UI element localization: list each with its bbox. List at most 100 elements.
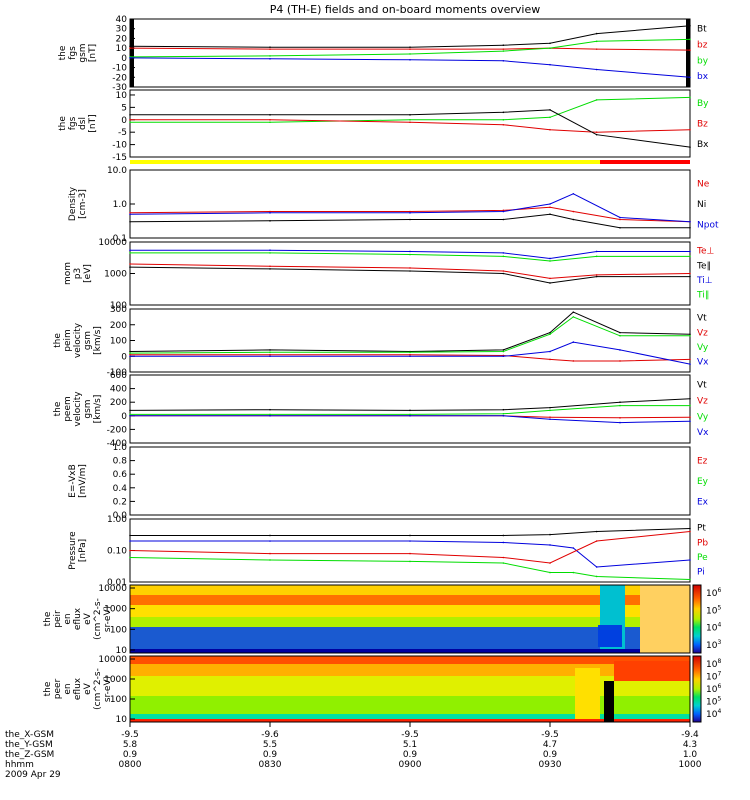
ytick-label: -15 bbox=[112, 153, 127, 163]
panel-density: Density [cm-3] 10.0 1.0 0.1 Ne Ni Npot bbox=[68, 166, 719, 244]
data-point bbox=[549, 562, 551, 564]
mode-bar-fast bbox=[600, 160, 690, 164]
data-point bbox=[619, 421, 621, 424]
ytick-label: 10000 bbox=[98, 655, 127, 665]
colorbar-tick: 108 bbox=[706, 658, 721, 670]
series-By bbox=[130, 96, 691, 123]
ytick-label: 0 bbox=[121, 54, 127, 64]
data-point bbox=[689, 404, 691, 407]
data-point bbox=[129, 57, 131, 59]
data-point bbox=[269, 353, 271, 356]
spectrogram-band bbox=[130, 649, 690, 653]
data-point bbox=[689, 250, 691, 253]
panel-frame bbox=[129, 18, 691, 88]
data-point bbox=[409, 218, 411, 221]
data-point bbox=[409, 355, 411, 358]
data-point bbox=[502, 255, 505, 258]
data-point bbox=[129, 549, 131, 552]
footer-value: -9.5 bbox=[121, 730, 139, 740]
data-point bbox=[549, 409, 551, 412]
ytick-label: 10 bbox=[116, 646, 128, 656]
data-point bbox=[269, 121, 271, 124]
data-point bbox=[595, 275, 598, 278]
data-point bbox=[689, 358, 691, 361]
ytick-label: 0 bbox=[121, 116, 127, 126]
ytick-label: 200 bbox=[110, 321, 127, 331]
footer-row-label: the_Y-GSM bbox=[5, 740, 53, 750]
data-point bbox=[595, 99, 598, 101]
data-point bbox=[129, 213, 131, 216]
data-point bbox=[689, 363, 691, 365]
data-point bbox=[572, 547, 575, 549]
data-point bbox=[689, 416, 691, 418]
data-point bbox=[409, 46, 411, 48]
data-point bbox=[502, 556, 505, 559]
ylabel-line: [mV/m] bbox=[78, 464, 88, 498]
panel-peer_spectrogram: the peer en eflux eV (cm^2-s-sr-eV)1081071061… bbox=[43, 655, 721, 725]
ytick-label: 0.01 bbox=[107, 578, 127, 588]
series-Pe bbox=[129, 557, 691, 580]
data-point bbox=[269, 415, 271, 417]
footer-value: 1000 bbox=[679, 760, 702, 770]
data-point bbox=[409, 270, 411, 272]
data-point bbox=[269, 249, 271, 251]
panel-fgs_dsl: the fgs dsl [nT] 10 5 0 -5 -10 -15 By Bz Bx bbox=[58, 89, 709, 163]
data-point bbox=[409, 53, 411, 55]
spectrogram-band bbox=[130, 605, 690, 617]
data-point bbox=[619, 331, 621, 334]
footer-value: 1.0 bbox=[683, 750, 698, 760]
data-point bbox=[129, 534, 131, 537]
ytick-label: 300 bbox=[110, 305, 127, 315]
data-point bbox=[549, 350, 551, 353]
data-point bbox=[269, 220, 271, 222]
data-point bbox=[689, 333, 691, 336]
ylabel-line: Pressure bbox=[68, 531, 78, 570]
legend-Bt: Bt bbox=[697, 25, 707, 35]
data-point bbox=[549, 116, 551, 119]
data-point bbox=[549, 533, 551, 536]
series-Bt bbox=[129, 25, 691, 48]
ytick-label: -100 bbox=[107, 368, 128, 378]
data-point bbox=[409, 552, 411, 555]
data-point bbox=[689, 398, 691, 400]
data-point bbox=[619, 334, 621, 337]
colorbar bbox=[692, 655, 702, 723]
footer-value: 4.3 bbox=[683, 740, 697, 750]
legend-Ex: Ex bbox=[697, 498, 709, 508]
data-point bbox=[619, 218, 621, 221]
panel-frame bbox=[129, 584, 691, 654]
footer-value: 0930 bbox=[539, 760, 562, 770]
footer-value: -9.4 bbox=[681, 730, 699, 740]
data-point bbox=[409, 212, 411, 214]
data-point bbox=[269, 212, 271, 214]
ylabel-line: eflux bbox=[73, 677, 83, 700]
data-point bbox=[129, 263, 131, 265]
data-point bbox=[549, 213, 551, 216]
data-point bbox=[689, 226, 691, 229]
ytick-label: 1000 bbox=[104, 675, 127, 685]
data-point bbox=[129, 121, 131, 124]
series-Vy bbox=[129, 316, 690, 354]
legend-Vz: Vz bbox=[697, 328, 708, 338]
series-Vz bbox=[130, 354, 691, 362]
chart-title: P4 (TH-E) fields and on-board moments ov… bbox=[270, 3, 541, 16]
data-point bbox=[689, 76, 691, 79]
data-point bbox=[269, 355, 271, 358]
colorbar-tick: 106 bbox=[706, 683, 721, 695]
data-point bbox=[595, 40, 598, 43]
ylabel-line: fgs bbox=[68, 46, 78, 60]
ylabel-line: peir bbox=[53, 610, 63, 628]
ylabel-line: sr-eV) bbox=[103, 606, 113, 632]
footer-value: 5.5 bbox=[263, 740, 277, 750]
ytick-label: 10 bbox=[116, 715, 128, 725]
footer-value: 0830 bbox=[259, 760, 282, 770]
series-Vt bbox=[129, 398, 691, 411]
spectrogram-band bbox=[640, 585, 690, 653]
data-point bbox=[502, 272, 505, 275]
spectrogram-band bbox=[130, 627, 690, 649]
spectrogram-band bbox=[130, 676, 690, 696]
spectrogram-band bbox=[130, 595, 690, 605]
data-point bbox=[269, 408, 271, 411]
spectrogram-band bbox=[604, 681, 614, 722]
data-point bbox=[549, 544, 551, 546]
